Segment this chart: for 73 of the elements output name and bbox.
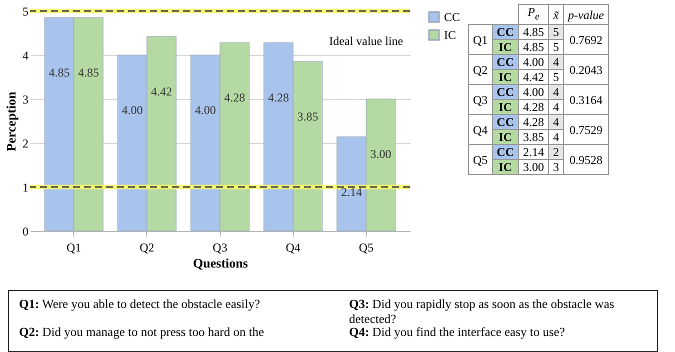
text: Q4: Did you find the interface easy to use? (349, 325, 566, 340)
text: 0.7692 (564, 24, 608, 55)
text: CC (492, 144, 519, 160)
y-tick-label: 2 (22, 136, 28, 150)
text: 3.00 (518, 160, 549, 175)
text: 4.00 (518, 84, 549, 100)
text: 4 (548, 114, 564, 130)
text: Q1 (468, 24, 492, 55)
text: 4.85 (518, 24, 549, 40)
text: Q2: Did you manage to not press too hard on the (19, 325, 266, 340)
text: 4.28 (518, 114, 549, 130)
text: 4 (548, 84, 564, 100)
text: 3.85 (518, 130, 549, 145)
data-label: 4.00 (122, 103, 143, 117)
text: x̃ (548, 4, 564, 25)
text: Q3: Did you rapidly stop as soon as the obstacle was detected? (349, 297, 616, 327)
x-tick-label: Q2 (140, 240, 154, 254)
data-label: 4.85 (78, 66, 99, 80)
text: 4.85 (518, 40, 549, 55)
y-tick-label: 0 (22, 224, 28, 238)
y-tick-label: 4 (22, 48, 28, 62)
y-tick-label: 3 (22, 92, 28, 106)
text: Q1: Were you able to detect the obstacle easily? (19, 297, 262, 312)
data-label: 4.85 (48, 66, 70, 80)
text: IC (492, 130, 519, 145)
text: 3 (548, 160, 564, 175)
data-label: 3.85 (297, 110, 318, 124)
text: 4.42 (518, 70, 549, 85)
text: 0.7529 (564, 114, 608, 145)
x-tick-label: Q5 (358, 240, 374, 254)
text: 2 (548, 144, 564, 160)
text: 5 (548, 24, 564, 40)
y-axis-title: Perception (4, 90, 18, 152)
text: CC (492, 114, 519, 130)
x-axis-title: Questions (193, 256, 248, 270)
text: 4 (548, 54, 564, 70)
text: CC (492, 54, 519, 70)
data-label: 2.14 (341, 184, 362, 199)
text: Q5 (468, 144, 492, 175)
text: Q4 (468, 114, 492, 145)
text: 5 (548, 70, 564, 85)
text: Q3 (468, 84, 492, 115)
text: 4 (548, 130, 564, 145)
text: IC (492, 70, 519, 85)
legend-label: CC (444, 10, 460, 24)
y-tick-label: 1 (22, 180, 28, 194)
text: 0.2043 (564, 54, 608, 85)
x-tick-label: Q4 (286, 240, 300, 254)
data-label: 4.28 (268, 90, 289, 105)
legend-label: IC (444, 28, 456, 42)
text: 4 (548, 100, 564, 115)
text: 4.28 (518, 100, 549, 115)
text: 0.3164 (564, 84, 608, 115)
x-tick-label: Q3 (212, 240, 228, 254)
text: P$_{e}$ (518, 4, 549, 25)
x-tick-label: Q1 (66, 240, 82, 254)
text: IC (492, 160, 519, 175)
data-label: 3.00 (370, 147, 392, 161)
data-label: 4.42 (151, 84, 172, 99)
ref-line-label: Ideal value line (329, 34, 404, 48)
text: 0.9528 (564, 144, 608, 175)
text: Q2 (468, 54, 492, 85)
text: 4.00 (518, 54, 549, 70)
y-tick-label: 5 (22, 4, 28, 18)
data-label: 4.28 (224, 90, 246, 105)
text: IC (492, 40, 519, 55)
text: CC (492, 24, 519, 40)
text: 2.14 (518, 144, 549, 160)
text: IC (492, 100, 519, 115)
text: CC (492, 84, 519, 100)
text: 5 (548, 40, 564, 55)
text: p-value (564, 4, 608, 25)
data-label: 4.00 (194, 103, 216, 117)
